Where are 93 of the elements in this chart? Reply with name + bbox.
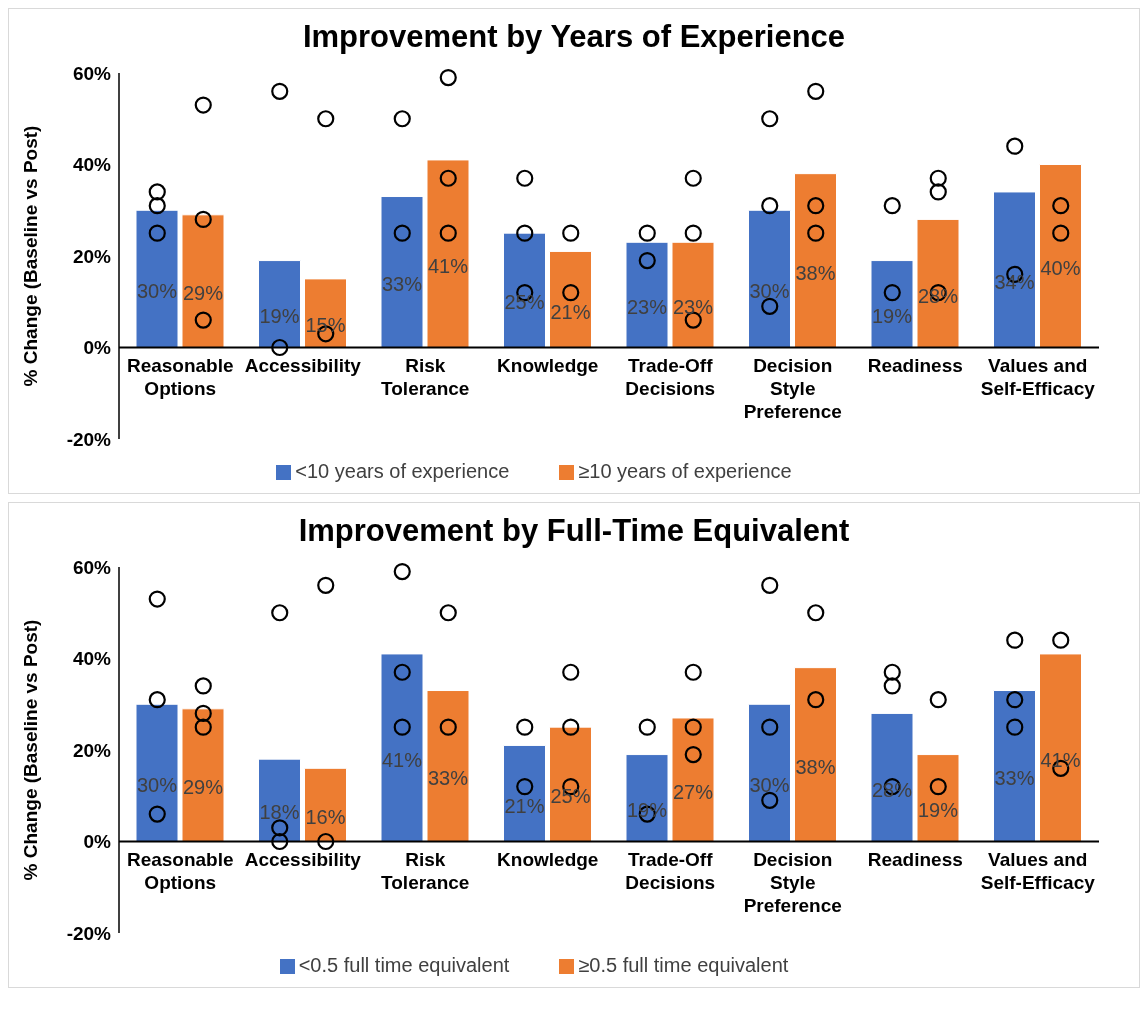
y-axis-title: % Change (Baseline vs Post) (19, 619, 41, 881)
bar (916, 754, 960, 842)
bar (671, 241, 715, 348)
x-tick-label: Accessibility (244, 848, 362, 870)
data-label: 40% (1040, 257, 1081, 280)
data-label: 23% (672, 295, 714, 318)
bar (794, 667, 837, 842)
legend-label: <0.5 full time equivalent (298, 954, 510, 976)
x-tick-label: Readiness (867, 848, 963, 870)
x-tick-label: Knowledge (497, 354, 599, 376)
bar (426, 690, 470, 842)
data-label: 29% (182, 282, 224, 305)
bar (748, 703, 791, 842)
data-label: 27% (672, 780, 714, 803)
data-label: 16% (305, 806, 346, 828)
bar (181, 214, 225, 348)
y-tick-label: 20% (72, 245, 112, 267)
x-tick-label: Reasonable Options (126, 354, 234, 399)
x-tick-label: Knowledge (497, 848, 599, 870)
x-tick-label: Reasonable Options (126, 848, 234, 893)
bar (870, 260, 914, 348)
data-label: 29% (182, 776, 224, 799)
x-tick-label: Risk Tolerance (381, 848, 470, 893)
bar (993, 690, 1036, 842)
data-label: 23% (626, 295, 668, 318)
bar (503, 232, 546, 348)
y-tick-label: 0% (83, 337, 112, 359)
data-label: 34% (994, 270, 1035, 293)
y-tick-label: 40% (72, 154, 112, 176)
x-tick-label: Accessibility (244, 354, 362, 376)
legend-label: ≥10 years of experience (578, 460, 792, 482)
data-label: 38% (795, 755, 836, 778)
data-label: 19% (917, 799, 959, 822)
x-tick-label: Decision Style Preference (743, 354, 842, 422)
data-label: 33% (427, 767, 469, 790)
data-label: 19% (259, 305, 300, 328)
x-tick-label: Trade-Off Decisions (625, 354, 716, 399)
bar (748, 209, 791, 348)
x-tick-label: Risk Tolerance (381, 354, 470, 399)
data-label: 25% (504, 291, 545, 314)
data-label: 41% (427, 254, 469, 277)
y-tick-label: 60% (72, 556, 112, 578)
bar (625, 241, 669, 348)
legend-label: ≥0.5 full time equivalent (578, 954, 789, 976)
data-label: 18% (259, 801, 300, 824)
x-tick-label: Values and Self-Efficacy (980, 354, 1096, 399)
x-tick-label: Decision Style Preference (743, 848, 842, 916)
bar (916, 218, 960, 348)
y-tick-label: 20% (72, 739, 112, 761)
chart-title: Improvement by Years of Experience (301, 18, 847, 56)
bar (135, 209, 179, 348)
data-label: 41% (381, 748, 423, 771)
data-label: 38% (795, 261, 836, 284)
data-label: 21% (504, 794, 545, 817)
data-label: 21% (550, 300, 591, 323)
data-label: 30% (136, 279, 178, 302)
bar (135, 703, 179, 842)
bar (426, 159, 470, 348)
y-tick-label: 40% (72, 648, 112, 670)
bar (794, 173, 837, 348)
bar (549, 726, 592, 842)
bar (380, 653, 424, 842)
y-tick-label: -20% (66, 428, 112, 450)
y-axis-title: % Change (Baseline vs Post) (19, 125, 41, 387)
data-label: 25% (550, 785, 591, 808)
bar (1039, 164, 1082, 348)
bar (304, 278, 347, 348)
x-tick-label: Readiness (867, 354, 963, 376)
y-tick-label: 60% (72, 62, 112, 84)
bar (549, 250, 592, 348)
x-tick-label: Values and Self-Efficacy (980, 848, 1096, 893)
data-label: 41% (1040, 748, 1081, 771)
data-label: 30% (749, 773, 790, 796)
data-label: 19% (871, 305, 913, 328)
data-label: 33% (381, 273, 423, 296)
data-label: 33% (994, 767, 1035, 790)
data-label: 30% (136, 773, 178, 796)
bar (380, 196, 424, 348)
legend-label: <10 years of experience (295, 460, 510, 482)
bar (870, 712, 914, 842)
bar (181, 708, 225, 842)
bar (671, 717, 715, 842)
data-label: 30% (749, 279, 790, 302)
bar (503, 744, 546, 842)
data-label: 15% (305, 314, 346, 337)
chart-title: Improvement by Full-Time Equivalent (297, 512, 851, 550)
bar (1039, 653, 1082, 842)
bar (993, 191, 1036, 348)
y-tick-label: 0% (83, 831, 112, 853)
x-tick-label: Trade-Off Decisions (625, 848, 716, 893)
bar (258, 758, 301, 842)
y-tick-label: -20% (66, 922, 112, 944)
bar (258, 260, 301, 348)
